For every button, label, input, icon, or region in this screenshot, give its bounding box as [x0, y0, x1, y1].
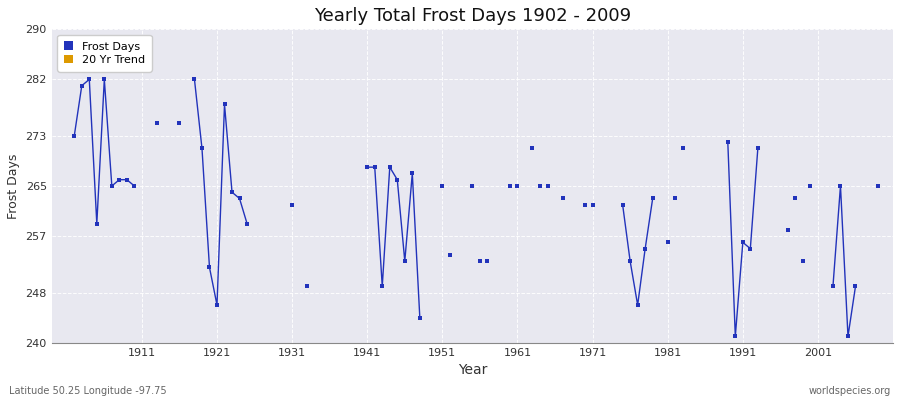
- Y-axis label: Frost Days: Frost Days: [7, 153, 20, 219]
- Legend: Frost Days, 20 Yr Trend: Frost Days, 20 Yr Trend: [58, 35, 151, 72]
- X-axis label: Year: Year: [458, 363, 487, 377]
- Text: worldspecies.org: worldspecies.org: [809, 386, 891, 396]
- Title: Yearly Total Frost Days 1902 - 2009: Yearly Total Frost Days 1902 - 2009: [314, 7, 631, 25]
- Text: Latitude 50.25 Longitude -97.75: Latitude 50.25 Longitude -97.75: [9, 386, 166, 396]
